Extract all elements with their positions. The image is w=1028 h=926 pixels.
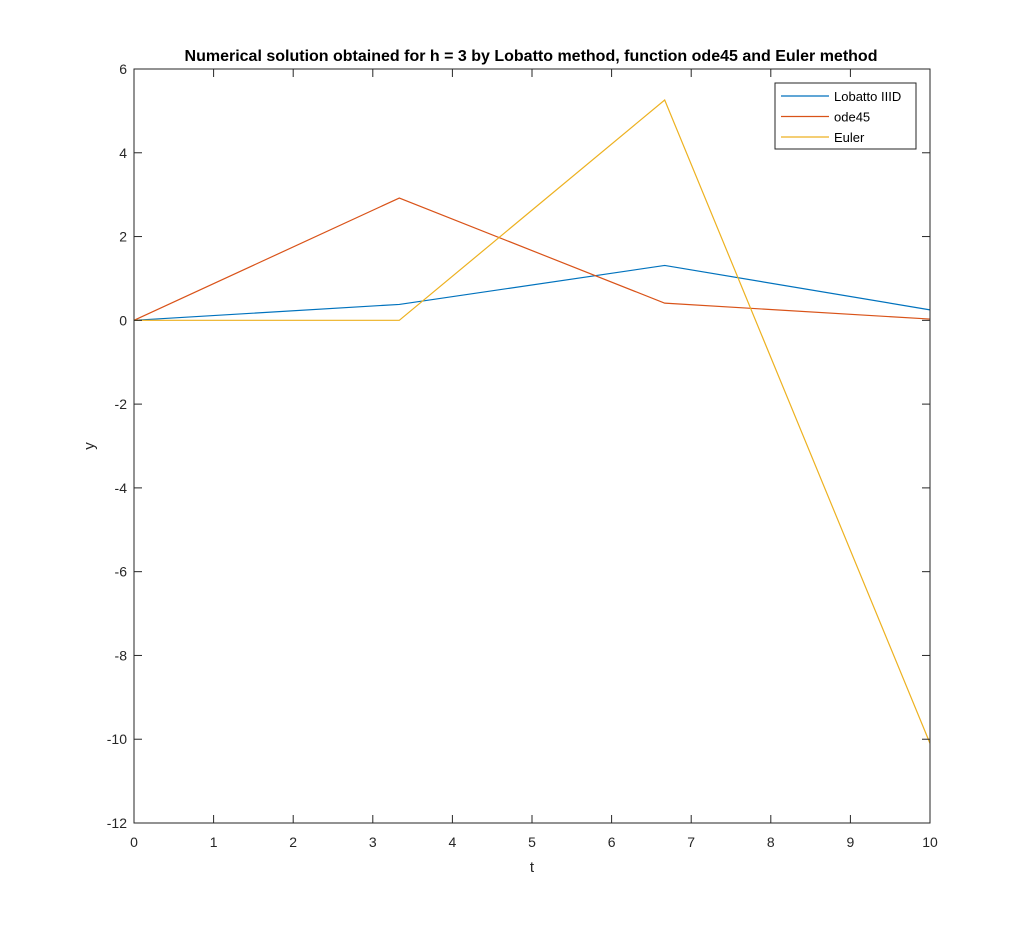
- x-tick-label: 10: [922, 834, 938, 850]
- y-tick-label: -8: [115, 647, 128, 663]
- y-tick-label: 0: [119, 312, 127, 328]
- legend-label: Euler: [834, 130, 865, 145]
- y-tick-label: 4: [119, 145, 127, 161]
- y-tick-label: -12: [107, 815, 127, 831]
- y-tick-label: -10: [107, 731, 127, 747]
- series-line-euler: [134, 99, 931, 744]
- x-tick-label: 4: [449, 834, 457, 850]
- legend: Lobatto IIID ode45 Euler: [774, 82, 917, 150]
- y-axis: -12 -10 -8 -6 -4 -2 0 2 4 6: [107, 61, 930, 831]
- y-axis-label: y: [81, 442, 98, 450]
- y-tick-label: 6: [119, 61, 127, 77]
- x-tick-label: 6: [608, 834, 616, 850]
- x-tick-label: 9: [847, 834, 855, 850]
- x-tick-label: 5: [528, 834, 536, 850]
- series-layer: [133, 99, 931, 744]
- series-line-lobatto-iiid: [133, 264, 931, 321]
- series-line-ode45: [133, 197, 931, 321]
- x-tick-label: 0: [130, 834, 138, 850]
- y-tick-label: 2: [119, 229, 127, 245]
- x-tick-label: 3: [369, 834, 377, 850]
- x-axis-label: t: [530, 859, 535, 876]
- x-axis: 0 1 2 3 4 5 6 7 8 9 10: [130, 69, 938, 850]
- legend-label: Lobatto IIID: [834, 89, 901, 104]
- y-tick-label: -4: [115, 480, 128, 496]
- legend-label: ode45: [834, 110, 870, 125]
- x-tick-label: 8: [767, 834, 775, 850]
- y-tick-label: -2: [115, 396, 128, 412]
- x-tick-label: 7: [687, 834, 695, 850]
- plot-area: [134, 69, 930, 823]
- x-tick-label: 1: [210, 834, 218, 850]
- x-tick-label: 2: [289, 834, 297, 850]
- y-tick-label: -6: [115, 564, 128, 580]
- chart-title: Numerical solution obtained for h = 3 by…: [185, 48, 878, 65]
